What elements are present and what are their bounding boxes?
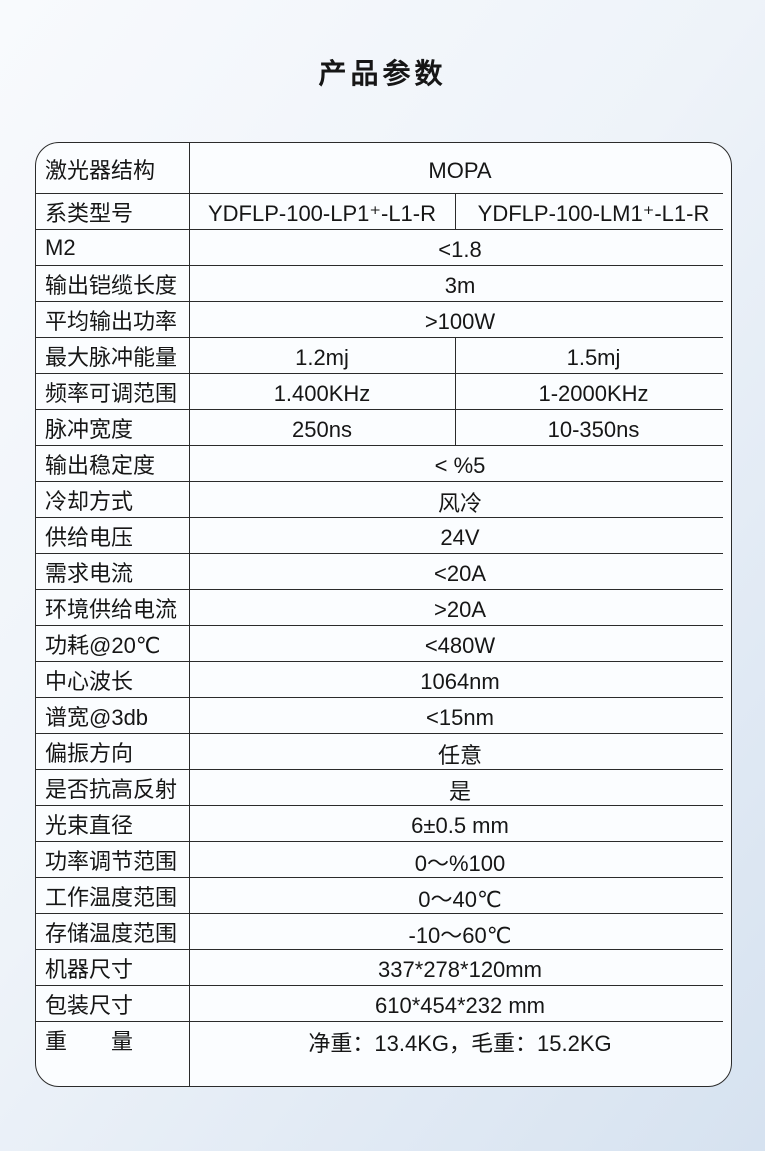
table-row: M2 <1.8 (36, 230, 731, 266)
row-value-left: 250ns (189, 410, 456, 446)
row-value: 1064nm (420, 669, 500, 694)
row-label: 重 量 (45, 1029, 134, 1054)
spec-table-rows: 激光器结构 MOPA 系类型号 YDFLP-100-LP1⁺-L1-R YDFLP-10… (36, 143, 731, 1058)
table-row: 脉冲宽度 250ns 10-350ns (36, 410, 731, 446)
row-value: <480W (424, 633, 496, 658)
table-row: 中心波长 1064nm (36, 662, 731, 698)
row-label: 输出铠缆长度 (45, 273, 178, 298)
table-row: 需求电流 <20A (36, 554, 731, 590)
row-label: 脉冲宽度 (45, 417, 134, 442)
table-row: 系类型号 YDFLP-100-LP1⁺-L1-R YDFLP-100-LM1⁺-L1… (36, 194, 731, 230)
row-label: 环境供给电流 (45, 597, 178, 622)
row-value-left: 1.400KHz (189, 374, 456, 410)
row-value-right: YDFLP-100-LM1⁺-L1-R (477, 201, 710, 226)
row-label: 存储温度范围 (45, 921, 178, 946)
row-value: 净重：13.4KG，毛重：15.2KG (308, 1031, 612, 1056)
row-label: 平均输出功率 (45, 309, 178, 334)
table-row: 是否抗高反射 是 (36, 770, 731, 806)
table-row: 功耗@20℃ <480W (36, 626, 731, 662)
row-label: 谱宽@3db (45, 705, 149, 730)
row-value: 0～%100 (414, 851, 506, 876)
table-row: 激光器结构 MOPA (36, 143, 731, 194)
table-row: 谱宽@3db <15nm (36, 698, 731, 734)
row-value-right: 10-350ns (547, 417, 640, 442)
table-row: 偏振方向 任意 (36, 734, 731, 770)
row-value: < %5 (434, 453, 486, 478)
row-label: 系类型号 (45, 201, 134, 226)
row-value: -10～60℃ (408, 923, 512, 948)
row-value: 610*454*232 mm (374, 993, 545, 1018)
row-label: 光束直径 (45, 813, 134, 838)
row-label: 最大脉冲能量 (45, 345, 178, 370)
row-label: 频率可调范围 (45, 381, 178, 406)
table-row: 输出铠缆长度 3m (36, 266, 731, 302)
row-value: >20A (434, 597, 486, 622)
row-value: MOPA (428, 157, 492, 183)
row-value-left: YDFLP-100-LP1⁺-L1-R (189, 194, 456, 230)
row-label: 机器尺寸 (45, 957, 134, 982)
row-value: <1.8 (438, 237, 482, 262)
table-row: 光束直径 6±0.5 mm (36, 806, 731, 842)
table-row: 功率调节范围 0～%100 (36, 842, 731, 878)
row-label: 冷却方式 (45, 489, 134, 514)
row-value-right: 1.5mj (566, 345, 621, 370)
table-row: 供给电压 24V (36, 518, 731, 554)
row-label: 激光器结构 (45, 157, 156, 183)
page-title: 产品参数 (318, 58, 447, 89)
row-value: 6±0.5 mm (411, 813, 509, 838)
row-value-right: 1-2000KHz (538, 381, 649, 406)
row-label: 中心波长 (45, 669, 134, 694)
table-row: 频率可调范围 1.400KHz 1-2000KHz (36, 374, 731, 410)
row-value: 24V (440, 525, 480, 550)
table-row: 存储温度范围 -10～60℃ (36, 914, 731, 950)
row-value-left: 1.2mj (189, 338, 456, 374)
row-value: <20A (434, 561, 486, 586)
table-row: 工作温度范围 0～40℃ (36, 878, 731, 914)
row-label: 包装尺寸 (45, 993, 134, 1018)
row-value: 0～40℃ (418, 887, 502, 912)
table-column-divider (189, 143, 190, 1086)
row-label: 需求电流 (45, 561, 134, 586)
row-value: <15nm (426, 705, 494, 730)
table-row: 机器尺寸 337*278*120mm (36, 950, 731, 986)
row-value: 任意 (437, 743, 482, 768)
row-label: M2 (45, 235, 76, 260)
table-row: 冷却方式 风冷 (36, 482, 731, 518)
row-label: 工作温度范围 (45, 885, 178, 910)
table-row: 重 量 净重：13.4KG，毛重：15.2KG (36, 1022, 731, 1058)
row-label: 输出稳定度 (45, 453, 156, 478)
row-label: 是否抗高反射 (45, 777, 178, 802)
table-row: 输出稳定度 < %5 (36, 446, 731, 482)
row-label: 功率调节范围 (45, 849, 178, 874)
row-value: >100W (424, 309, 496, 334)
row-value: 是 (448, 779, 471, 804)
table-row: 包装尺寸 610*454*232 mm (36, 986, 731, 1022)
row-value: 风冷 (437, 491, 482, 516)
spec-table: 激光器结构 MOPA 系类型号 YDFLP-100-LP1⁺-L1-R YDFLP-10… (35, 142, 732, 1087)
row-label: 供给电压 (45, 525, 134, 550)
table-row: 环境供给电流 >20A (36, 590, 731, 626)
row-label: 功耗@20℃ (45, 633, 161, 658)
table-row: 平均输出功率 >100W (36, 302, 731, 338)
table-row: 最大脉冲能量 1.2mj 1.5mj (36, 338, 731, 374)
row-label: 偏振方向 (45, 741, 134, 766)
row-value: 3m (444, 273, 476, 298)
row-value: 337*278*120mm (378, 957, 542, 982)
